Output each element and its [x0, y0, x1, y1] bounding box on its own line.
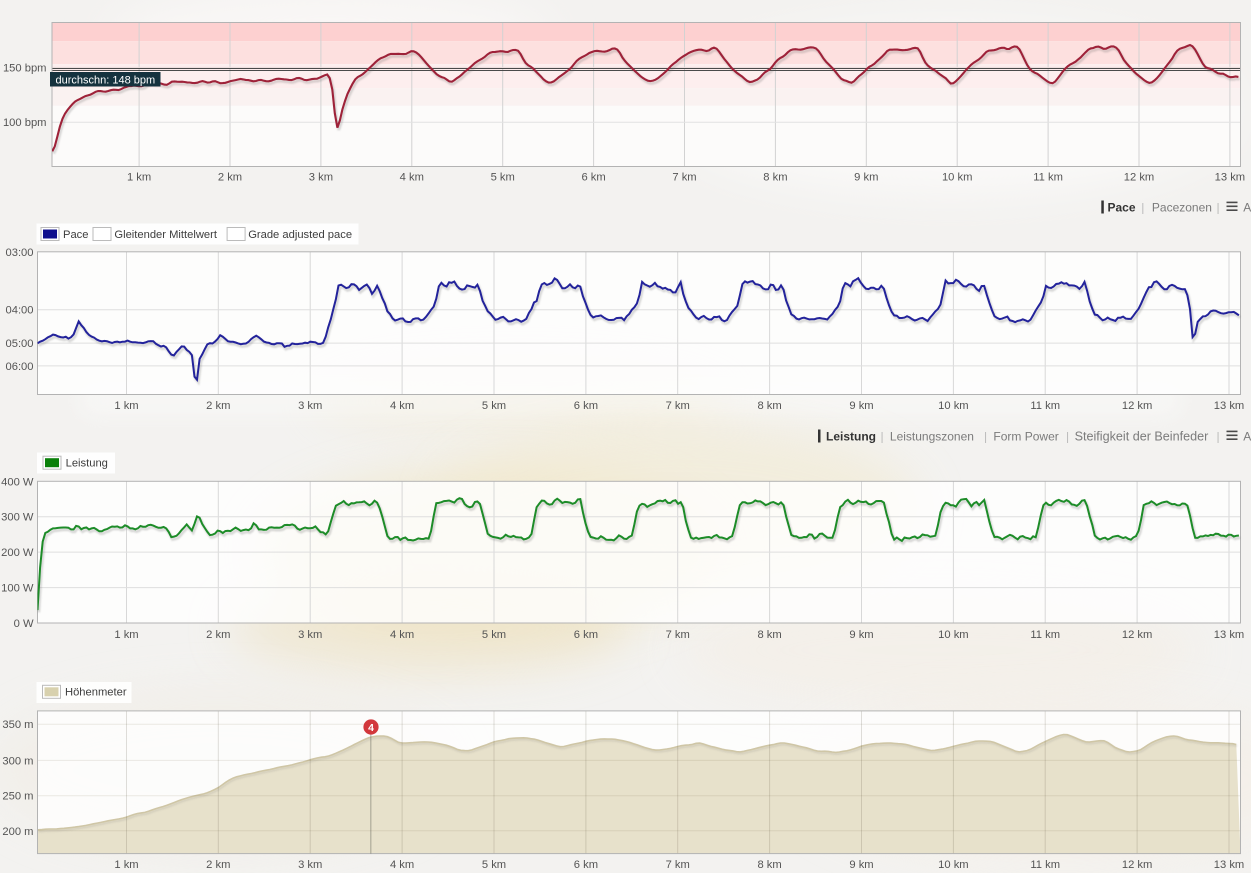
svg-text:200 m: 200 m — [2, 826, 33, 838]
svg-text:9 km: 9 km — [849, 859, 873, 871]
svg-text:13 km: 13 km — [1215, 172, 1245, 184]
svg-text:350 m: 350 m — [2, 719, 33, 731]
svg-text:150 bpm: 150 bpm — [3, 62, 47, 74]
svg-text:Steifigkeit der Beinfeder: Steifigkeit der Beinfeder — [1075, 429, 1209, 443]
svg-text:|: | — [1141, 200, 1144, 214]
svg-text:400 W: 400 W — [1, 476, 34, 488]
svg-text:10 km: 10 km — [938, 859, 968, 871]
svg-text:5 km: 5 km — [491, 172, 515, 184]
svg-text:9 km: 9 km — [854, 172, 878, 184]
svg-text:Form Power: Form Power — [993, 429, 1058, 443]
svg-text:Grade adjusted pace: Grade adjusted pace — [248, 229, 352, 241]
svg-text:9 km: 9 km — [849, 400, 873, 412]
svg-text:2 km: 2 km — [218, 172, 242, 184]
svg-text:|: | — [984, 429, 987, 443]
svg-text:04:00: 04:00 — [6, 305, 34, 317]
svg-text:8 km: 8 km — [763, 172, 787, 184]
svg-text:|: | — [881, 429, 884, 443]
svg-text:8 km: 8 km — [757, 859, 781, 871]
svg-text:6 km: 6 km — [574, 629, 598, 641]
svg-text:0 W: 0 W — [14, 618, 34, 630]
svg-text:6 km: 6 km — [574, 859, 598, 871]
svg-text:4 km: 4 km — [390, 859, 414, 871]
svg-text:7 km: 7 km — [666, 400, 690, 412]
svg-text:|: | — [1217, 429, 1220, 443]
svg-text:200 W: 200 W — [1, 547, 34, 559]
svg-text:1 km: 1 km — [114, 859, 138, 871]
svg-text:Pace: Pace — [63, 229, 89, 241]
svg-text:12 km: 12 km — [1122, 400, 1152, 412]
svg-text:13 km: 13 km — [1214, 629, 1244, 641]
svg-text:5 km: 5 km — [482, 629, 506, 641]
svg-text:8 km: 8 km — [757, 400, 781, 412]
svg-text:|: | — [1066, 429, 1069, 443]
svg-text:Leistung: Leistung — [66, 458, 108, 470]
svg-text:1 km: 1 km — [114, 400, 138, 412]
svg-text:5 km: 5 km — [482, 859, 506, 871]
svg-text:Pacezonen: Pacezonen — [1152, 200, 1212, 214]
svg-text:05:00: 05:00 — [6, 338, 34, 350]
svg-text:Leistung: Leistung — [826, 429, 876, 443]
svg-text:8 km: 8 km — [757, 629, 781, 641]
svg-text:2 km: 2 km — [206, 400, 230, 412]
svg-text:12 km: 12 km — [1122, 629, 1152, 641]
svg-text:4 km: 4 km — [390, 400, 414, 412]
svg-text:9 km: 9 km — [849, 629, 873, 641]
svg-text:3 km: 3 km — [298, 629, 322, 641]
svg-text:2 km: 2 km — [206, 629, 230, 641]
svg-text:durchschn: 148 bpm: durchschn: 148 bpm — [56, 74, 156, 86]
svg-text:3 km: 3 km — [309, 172, 333, 184]
svg-text:Analyse: Analyse — [1243, 200, 1251, 214]
svg-text:100 bpm: 100 bpm — [3, 117, 47, 129]
svg-text:Höhenmeter: Höhenmeter — [65, 687, 127, 699]
svg-text:11 km: 11 km — [1033, 172, 1063, 184]
svg-text:2 km: 2 km — [206, 859, 230, 871]
svg-text:12 km: 12 km — [1124, 172, 1154, 184]
svg-text:7 km: 7 km — [672, 172, 696, 184]
svg-text:6 km: 6 km — [574, 400, 598, 412]
svg-text:3 km: 3 km — [298, 400, 322, 412]
svg-text:11 km: 11 km — [1030, 400, 1060, 412]
svg-text:11 km: 11 km — [1030, 859, 1060, 871]
svg-text:4 km: 4 km — [400, 172, 424, 184]
svg-text:10 km: 10 km — [938, 629, 968, 641]
svg-text:100 W: 100 W — [1, 583, 34, 595]
svg-text:4 km: 4 km — [390, 629, 414, 641]
svg-text:Gleitender Mittelwert: Gleitender Mittelwert — [114, 229, 217, 241]
svg-text:3 km: 3 km — [298, 859, 322, 871]
svg-text:10 km: 10 km — [942, 172, 972, 184]
svg-text:250 m: 250 m — [2, 791, 33, 803]
svg-text:06:00: 06:00 — [6, 361, 34, 373]
svg-text:03:00: 03:00 — [6, 247, 34, 259]
svg-text:300 W: 300 W — [1, 512, 34, 524]
svg-text:7 km: 7 km — [666, 859, 690, 871]
svg-text:4: 4 — [368, 722, 374, 734]
svg-text:7 km: 7 km — [666, 629, 690, 641]
svg-text:1 km: 1 km — [114, 629, 138, 641]
svg-text:1 km: 1 km — [127, 172, 151, 184]
svg-text:300 m: 300 m — [2, 755, 33, 767]
svg-text:11 km: 11 km — [1030, 629, 1060, 641]
svg-text:10 km: 10 km — [938, 400, 968, 412]
svg-text:12 km: 12 km — [1122, 859, 1152, 871]
svg-text:Pace: Pace — [1108, 200, 1136, 214]
svg-text:5 km: 5 km — [482, 400, 506, 412]
svg-text:|: | — [1217, 200, 1220, 214]
svg-text:13 km: 13 km — [1214, 859, 1244, 871]
svg-text:Leistungszonen: Leistungszonen — [890, 429, 974, 443]
svg-text:13 km: 13 km — [1214, 400, 1244, 412]
svg-text:6 km: 6 km — [581, 172, 605, 184]
svg-text:Analyse: Analyse — [1243, 429, 1251, 443]
